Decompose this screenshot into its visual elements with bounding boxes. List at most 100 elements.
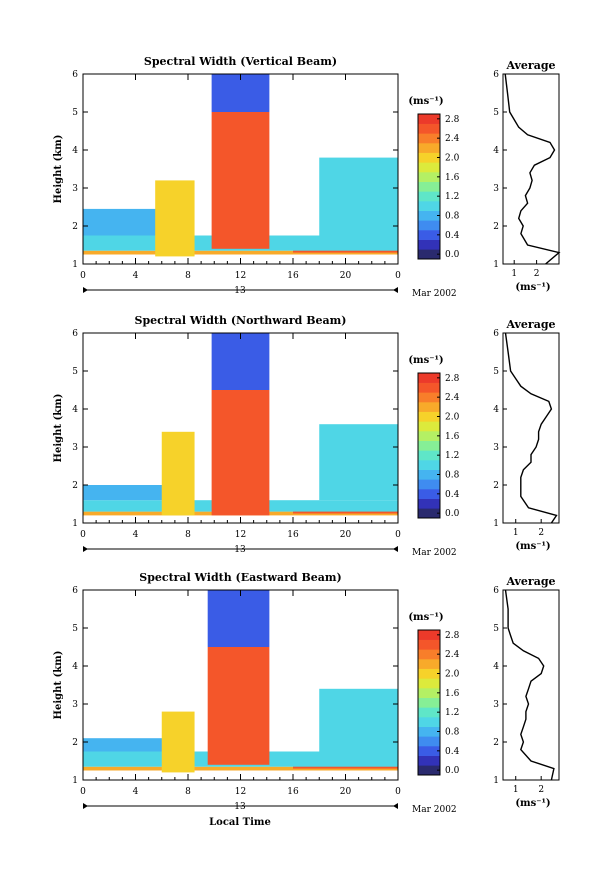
colorbar-tick-label: 0.8 bbox=[445, 728, 460, 738]
colorbar-tick-label: 2.8 bbox=[445, 374, 460, 384]
x-tick-label: 4 bbox=[133, 787, 139, 797]
colorbar-frame bbox=[417, 629, 441, 776]
colorbar-swatch bbox=[418, 162, 440, 173]
colorbar-swatch bbox=[418, 373, 440, 383]
colorbar-tick-label: 1.2 bbox=[445, 192, 459, 202]
colorbar-swatch bbox=[418, 133, 440, 144]
colorbar-swatch bbox=[418, 239, 440, 250]
colorbar-unit: (ms⁻¹) bbox=[408, 355, 443, 366]
colorbar-swatch bbox=[418, 630, 440, 640]
y-tick-label: 3 bbox=[72, 443, 78, 453]
average-x-label: (ms⁻¹) bbox=[515, 798, 550, 809]
y-tick-label: 6 bbox=[72, 329, 78, 339]
colorbar-tick-label: 0.8 bbox=[445, 212, 460, 222]
x-tick-label: 8 bbox=[185, 271, 191, 281]
average-y-tick-label: 5 bbox=[493, 624, 499, 634]
day-arrow bbox=[393, 803, 398, 809]
average-frame bbox=[502, 589, 560, 781]
average-y-tick-label: 3 bbox=[493, 184, 499, 194]
colorbar-swatch bbox=[418, 678, 440, 689]
heatmap-cell bbox=[319, 424, 398, 501]
y-tick-label: 2 bbox=[72, 222, 78, 232]
average-frame bbox=[502, 73, 560, 265]
colorbar-swatch bbox=[418, 746, 440, 756]
average-x-label: (ms⁻¹) bbox=[515, 541, 550, 552]
average-y-tick-label: 2 bbox=[493, 222, 499, 232]
colorbar-swatch bbox=[418, 431, 440, 441]
day-arrow bbox=[393, 287, 398, 293]
average-title: Average bbox=[505, 318, 555, 331]
date-label: Mar 2002 bbox=[412, 805, 457, 815]
colorbar-tick-label: 0.4 bbox=[445, 747, 460, 757]
colorbar-swatch bbox=[418, 181, 440, 192]
y-axis-label: Height (km) bbox=[53, 651, 64, 720]
y-tick-label: 3 bbox=[72, 184, 78, 194]
colorbar-swatch bbox=[418, 755, 440, 766]
date-label: Mar 2002 bbox=[412, 548, 457, 558]
y-tick-label: 2 bbox=[72, 481, 78, 491]
average-line bbox=[504, 73, 561, 265]
heatmap-cell bbox=[83, 250, 398, 255]
y-tick-label: 4 bbox=[72, 662, 78, 672]
colorbar-swatch bbox=[418, 143, 440, 153]
x-tick-label: 4 bbox=[133, 530, 139, 540]
colorbar-swatch bbox=[418, 479, 440, 490]
colorbar-tick-label: 1.2 bbox=[445, 708, 459, 718]
heatmap-cell bbox=[207, 647, 270, 765]
average-y-tick-label: 4 bbox=[493, 146, 499, 156]
heatmap-cell bbox=[211, 112, 270, 249]
colorbar-frame bbox=[417, 372, 441, 519]
colorbar-tick-label: 0.0 bbox=[445, 766, 460, 776]
y-axis-label: Height (km) bbox=[53, 135, 64, 204]
colorbar-tick-label: 1.6 bbox=[445, 432, 460, 442]
colorbar-tick-label: 1.2 bbox=[445, 451, 459, 461]
y-tick-label: 6 bbox=[72, 586, 78, 596]
panel-title: Spectral Width (Vertical Beam) bbox=[144, 55, 337, 68]
average-x-tick-label: 1 bbox=[513, 528, 519, 538]
average-y-tick-label: 3 bbox=[493, 700, 499, 710]
colorbar-tick-label: 2.4 bbox=[445, 134, 460, 144]
day-arrow bbox=[83, 546, 88, 552]
day-arrow bbox=[83, 287, 88, 293]
colorbar-swatch bbox=[418, 707, 440, 718]
x-tick-label: 0 bbox=[395, 271, 401, 281]
average-y-tick-label: 4 bbox=[493, 405, 499, 415]
x-tick-label: 8 bbox=[185, 787, 191, 797]
x-tick-label: 20 bbox=[340, 530, 352, 540]
average-line bbox=[504, 332, 558, 524]
average-x-tick-label: 1 bbox=[511, 269, 517, 279]
colorbar-swatch bbox=[418, 726, 440, 737]
colorbar-tick-label: 1.6 bbox=[445, 173, 460, 183]
colorbar-swatch bbox=[418, 717, 440, 727]
average-frame bbox=[502, 332, 560, 524]
x-tick-label: 0 bbox=[395, 530, 401, 540]
average-x-tick-label: 1 bbox=[513, 785, 519, 795]
average-title: Average bbox=[505, 59, 555, 72]
colorbar-swatch bbox=[418, 659, 440, 669]
colorbar-tick-label: 2.0 bbox=[445, 413, 460, 423]
colorbar-frame bbox=[417, 113, 441, 260]
colorbar-swatch bbox=[418, 191, 440, 202]
average-y-tick-label: 6 bbox=[493, 586, 499, 596]
heatmap-cell bbox=[211, 390, 270, 516]
day-label: 13 bbox=[234, 545, 246, 555]
colorbar-tick-label: 2.4 bbox=[445, 393, 460, 403]
x-tick-label: 12 bbox=[235, 271, 246, 281]
colorbar-tick-label: 2.8 bbox=[445, 115, 460, 125]
colorbar-swatch bbox=[418, 688, 440, 698]
colorbar-swatch bbox=[418, 498, 440, 509]
colorbar-unit: (ms⁻¹) bbox=[408, 96, 443, 107]
colorbar-swatch bbox=[418, 639, 440, 650]
colorbar-tick-label: 1.6 bbox=[445, 689, 460, 699]
colorbar-tick-label: 2.4 bbox=[445, 650, 460, 660]
average-x-tick-label: 2 bbox=[538, 785, 544, 795]
y-tick-label: 6 bbox=[72, 70, 78, 80]
colorbar-swatch bbox=[418, 697, 440, 708]
colorbar-swatch bbox=[418, 450, 440, 461]
average-y-tick-label: 6 bbox=[493, 70, 499, 80]
colorbar-swatch bbox=[418, 736, 440, 747]
x-tick-label: 0 bbox=[80, 787, 86, 797]
colorbar-swatch bbox=[418, 668, 440, 679]
colorbar-unit: (ms⁻¹) bbox=[408, 612, 443, 623]
